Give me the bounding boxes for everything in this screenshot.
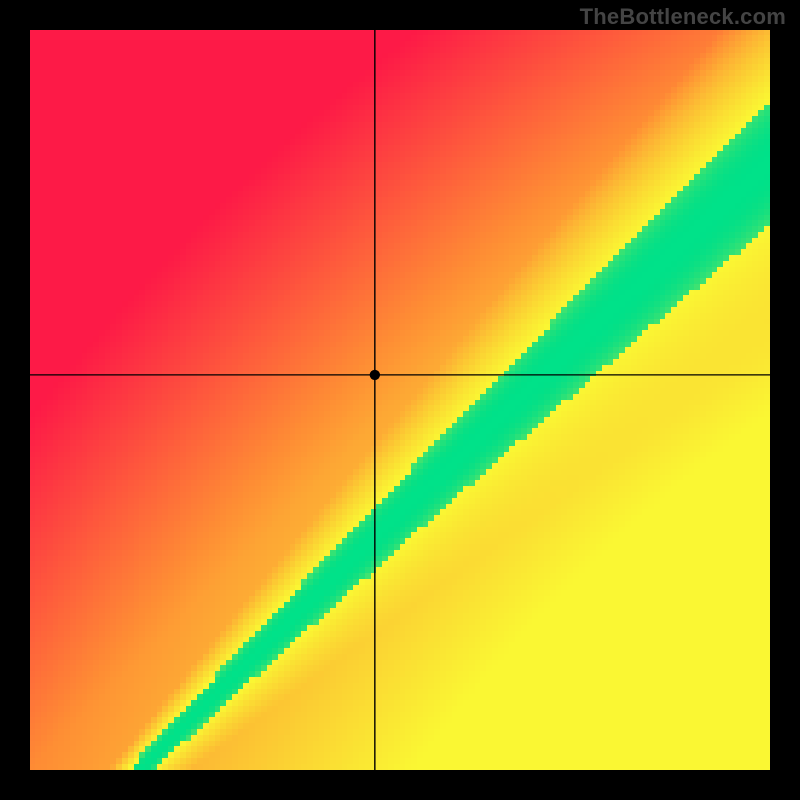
- watermark-text: TheBottleneck.com: [580, 4, 786, 30]
- bottleneck-heatmap: [30, 30, 770, 770]
